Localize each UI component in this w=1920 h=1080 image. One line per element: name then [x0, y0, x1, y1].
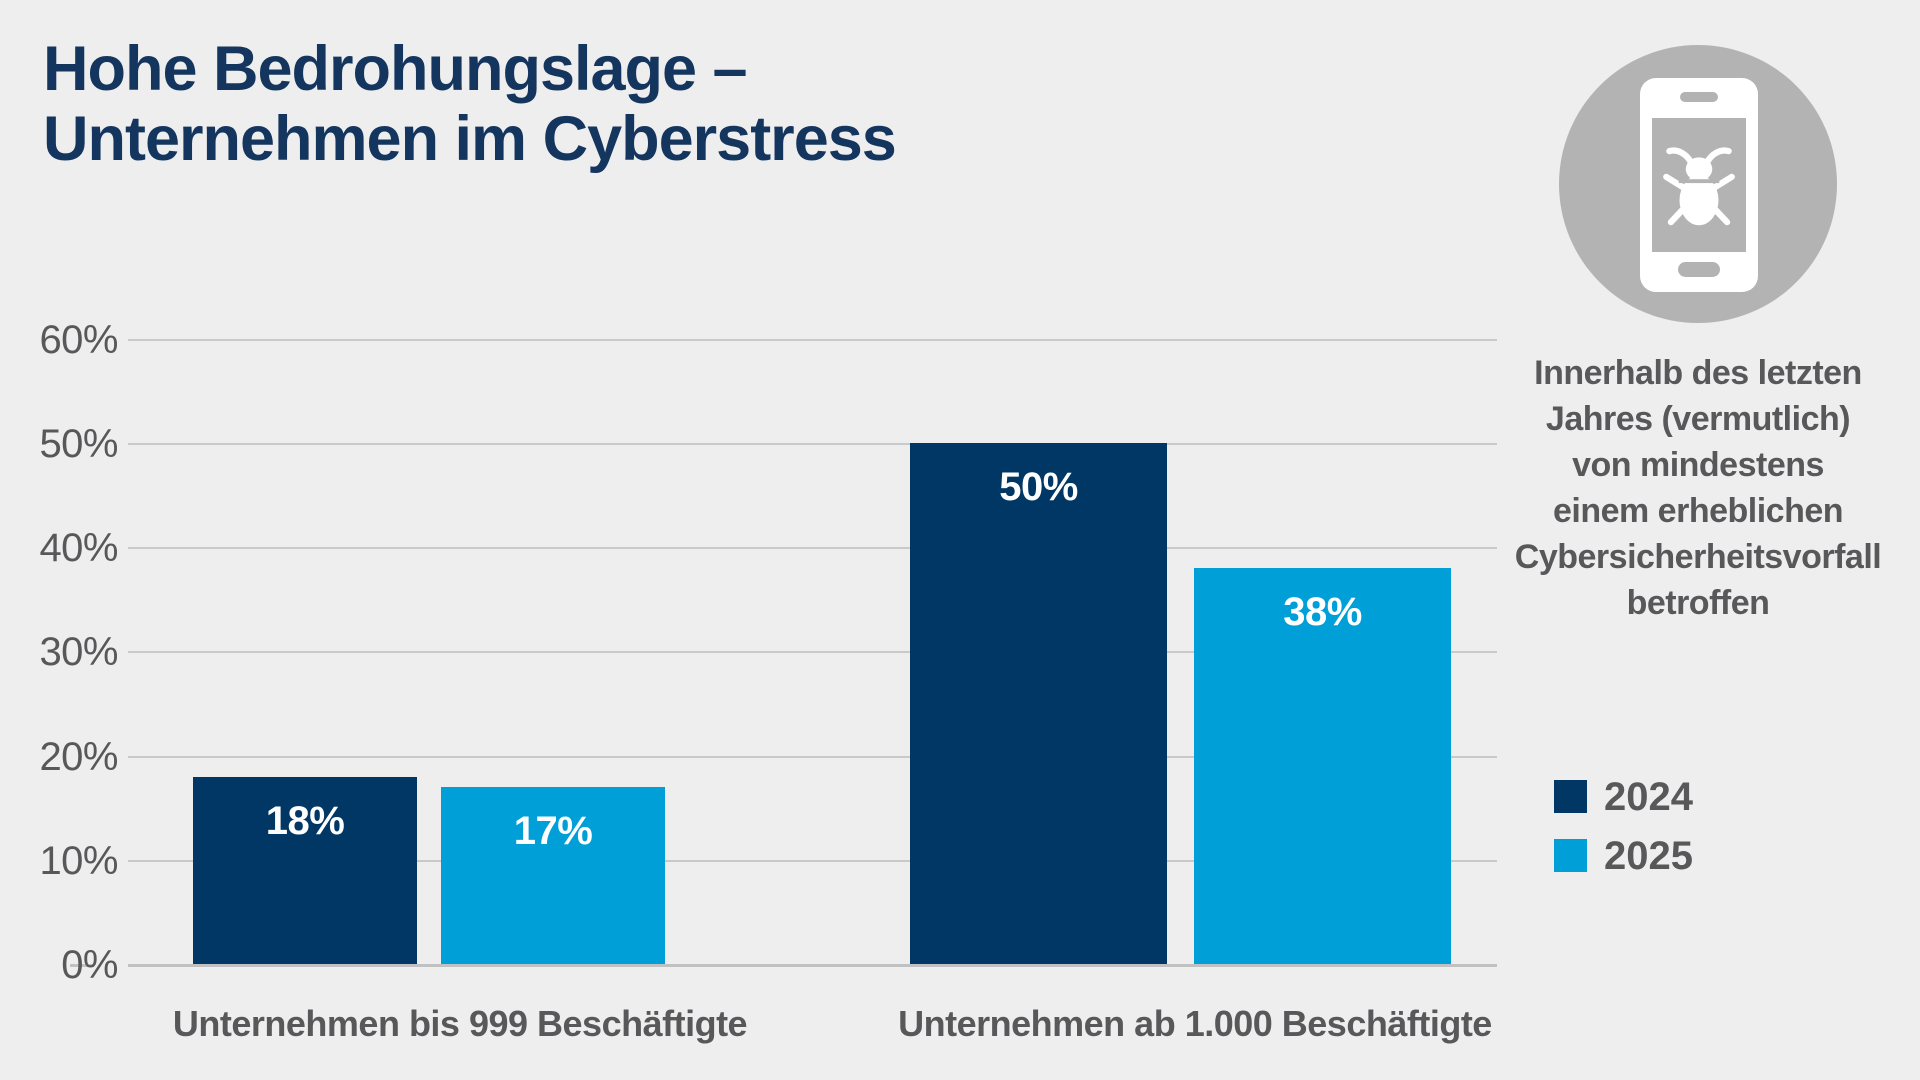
- legend-label-2024: 2024: [1604, 775, 1693, 819]
- phone-home-button: [1678, 262, 1720, 277]
- y-tick-0: 0%: [61, 943, 118, 987]
- page-title: Hohe Bedrohungslage – Unternehmen im Cyb…: [43, 34, 897, 174]
- icon-circle: [1559, 45, 1837, 323]
- gridline-30: [128, 651, 1497, 653]
- x-label-bis-999: Unternehmen bis 999 Beschäftigte: [172, 1003, 748, 1044]
- bar-value-label: 50%: [999, 465, 1078, 510]
- chart-annotation: Innerhalb des letzten Jahres (vermutlich…: [1478, 350, 1918, 626]
- annotation-line: von mindestens: [1572, 446, 1824, 484]
- y-tick-40: 40%: [39, 526, 118, 570]
- annotation-line: Jahres (vermutlich): [1545, 400, 1851, 438]
- bug-icon: [1663, 147, 1735, 226]
- bar-value-label: 38%: [1283, 590, 1362, 635]
- smartphone-icon: [1640, 78, 1758, 292]
- annotation-line: Innerhalb des letzten: [1534, 354, 1862, 392]
- bar-value-label: 18%: [265, 798, 345, 843]
- x-axis-baseline: [128, 964, 1497, 967]
- phone-speaker-slot: [1680, 92, 1718, 102]
- bar-value-label: 17%: [513, 808, 593, 853]
- legend-swatch-2025: [1554, 839, 1587, 872]
- bar-2024-bis-999: 18%: [193, 776, 417, 964]
- legend-label-2025: 2025: [1604, 834, 1693, 878]
- bar-2024-ab-1000: 50%: [910, 443, 1167, 964]
- x-axis-left-tick: [70, 964, 94, 967]
- annotation-line: einem erheblichen: [1552, 492, 1844, 530]
- gridline-50: [128, 443, 1497, 445]
- y-tick-20: 20%: [39, 735, 118, 779]
- legend-swatch-2024: [1554, 780, 1587, 813]
- y-tick-10: 10%: [39, 839, 118, 883]
- gridline-20: [128, 756, 1497, 758]
- gridline-40: [128, 547, 1497, 549]
- x-label-ab-1000: Unternehmen ab 1.000 Beschäftigte: [898, 1003, 1492, 1044]
- y-tick-30: 30%: [39, 630, 118, 674]
- bar-2025-ab-1000: 38%: [1194, 568, 1451, 964]
- y-tick-60: 60%: [39, 318, 118, 362]
- annotation-line: Cybersicherheitsvorfall: [1514, 538, 1882, 576]
- gridline-60: [128, 339, 1497, 341]
- bar-2025-bis-999: 17%: [441, 786, 665, 964]
- y-tick-50: 50%: [39, 422, 118, 466]
- annotation-line: betroffen: [1626, 584, 1770, 622]
- gridline-10: [128, 860, 1497, 862]
- phone-screen: [1652, 118, 1746, 252]
